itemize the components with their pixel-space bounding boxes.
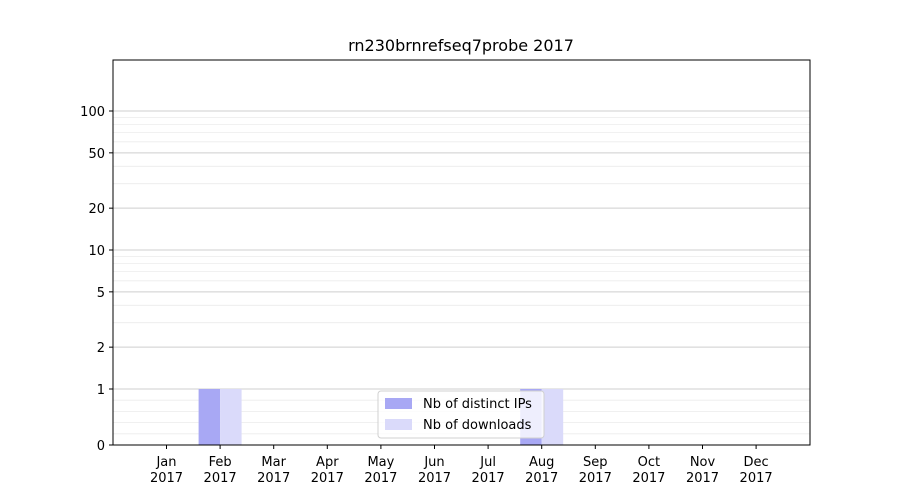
legend-label: Nb of downloads: [423, 418, 532, 433]
x-tick-label-year: 2017: [204, 471, 237, 486]
legend-label: Nb of distinct IPs: [423, 397, 532, 412]
legend-swatch: [385, 398, 412, 409]
x-tick-label-year: 2017: [311, 471, 344, 486]
x-tick-label-year: 2017: [418, 471, 451, 486]
x-tick-label-year: 2017: [472, 471, 505, 486]
y-tick-label: 20: [88, 202, 105, 217]
x-tick-label-year: 2017: [150, 471, 183, 486]
y-axis: 0 1 2 5 10 20 50 100: [80, 105, 113, 454]
y-tick-label: 1: [97, 383, 105, 398]
y-tick-label: 100: [80, 105, 105, 120]
legend-swatch: [385, 419, 412, 430]
x-tick-label-month: May: [367, 455, 394, 470]
legend: Nb of distinct IPs Nb of downloads: [377, 390, 545, 439]
x-tick-label-month: Feb: [209, 455, 232, 470]
x-tick-label-month: Apr: [316, 455, 339, 470]
x-tick-label-month: Dec: [744, 455, 769, 470]
x-tick-label-month: Jul: [479, 455, 496, 470]
x-axis: Jan2017Feb2017Mar2017Apr2017May2017Jun20…: [150, 445, 773, 486]
x-tick-label-year: 2017: [579, 471, 612, 486]
bar-downloads: [541, 389, 564, 445]
x-tick-label-month: Oct: [638, 455, 660, 470]
grid: [113, 110, 810, 435]
x-tick-label-year: 2017: [257, 471, 290, 486]
y-tick-label: 0: [97, 439, 105, 454]
x-tick-label-month: Jan: [155, 455, 176, 470]
x-tick-label-year: 2017: [686, 471, 719, 486]
x-tick-label-year: 2017: [632, 471, 665, 486]
bar-downloads: [220, 389, 242, 445]
x-tick-label-month: Nov: [690, 455, 716, 470]
x-tick-label-year: 2017: [525, 471, 558, 486]
x-tick-label-month: Sep: [583, 455, 608, 470]
plot-frame: [112, 59, 811, 446]
x-tick-label-month: Aug: [529, 455, 554, 470]
chart-title: rn230brnrefseq7probe 2017: [348, 36, 574, 55]
x-tick-label-year: 2017: [364, 471, 397, 486]
y-tick-label: 2: [97, 341, 105, 356]
legend-box: [377, 390, 545, 439]
y-tick-label: 50: [88, 147, 105, 162]
y-tick-label: 5: [97, 286, 105, 301]
x-tick-label-year: 2017: [740, 471, 773, 486]
x-tick-label-month: Mar: [261, 455, 286, 470]
y-tick-label: 10: [88, 244, 105, 259]
x-tick-label-month: Jun: [423, 455, 444, 470]
bar-distinct-ips: [198, 389, 221, 445]
